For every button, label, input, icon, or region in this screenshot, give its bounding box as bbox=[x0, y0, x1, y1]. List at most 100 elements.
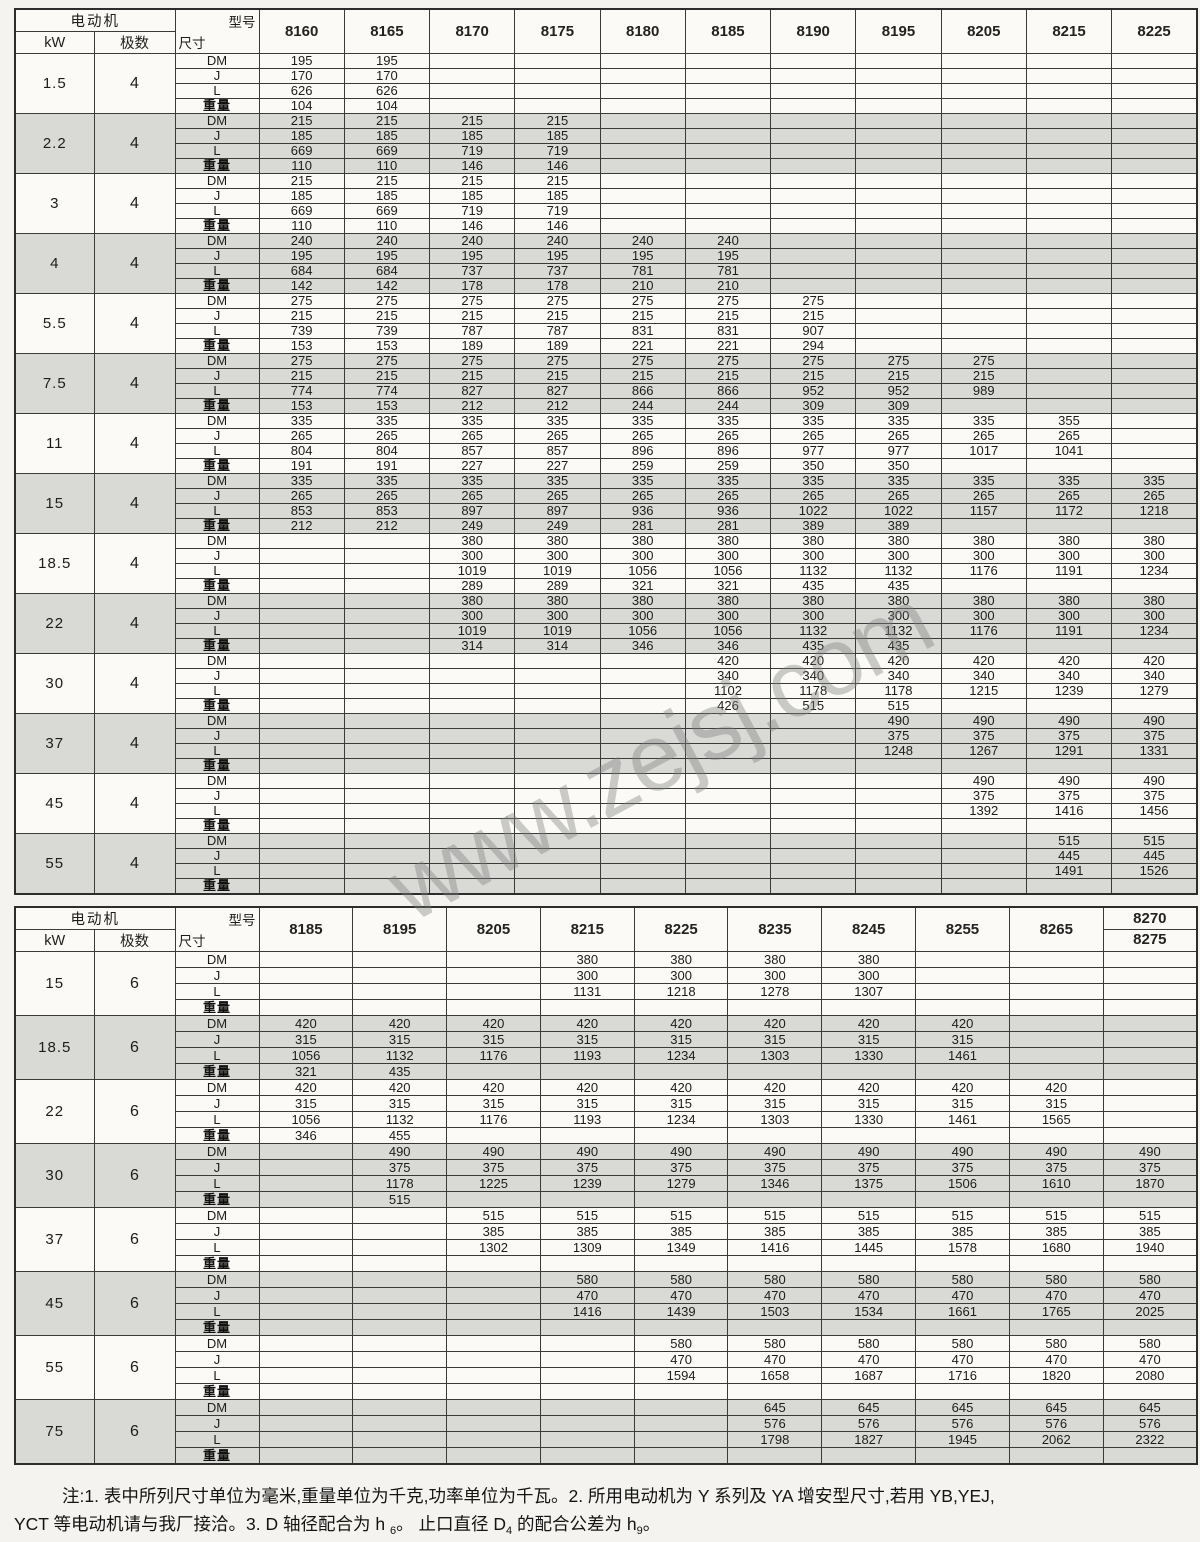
dim-row-label: J bbox=[174, 608, 260, 624]
value-cell: 300 bbox=[429, 608, 516, 624]
value-cell bbox=[770, 113, 857, 129]
value-cell: 1346 bbox=[727, 1175, 823, 1192]
value-cell: 420 bbox=[539, 1079, 635, 1096]
footnote-text: 。 bbox=[642, 1514, 661, 1534]
value-cell: 275 bbox=[258, 293, 345, 309]
value-cell: 857 bbox=[429, 443, 516, 459]
value-cell: 420 bbox=[1008, 1079, 1104, 1096]
value-cell: 470 bbox=[633, 1351, 729, 1368]
kw-cell: 22 bbox=[14, 1079, 95, 1144]
value-cell bbox=[1111, 458, 1198, 474]
dim-row-label: J bbox=[174, 967, 260, 984]
value-cell: 1870 bbox=[1102, 1175, 1198, 1192]
value-cell: 515 bbox=[727, 1207, 823, 1224]
value-cell bbox=[258, 1383, 354, 1400]
value-cell: 191 bbox=[343, 458, 431, 474]
value-cell: 314 bbox=[514, 638, 601, 654]
value-cell: 375 bbox=[352, 1159, 448, 1176]
value-cell: 719 bbox=[514, 203, 601, 219]
table-row: 55 6 DM 580 580 580 580 580 580 bbox=[14, 1335, 1198, 1400]
value-cell bbox=[599, 128, 686, 144]
value-cell: 185 bbox=[343, 188, 431, 204]
value-cell bbox=[684, 68, 772, 84]
value-cell bbox=[1025, 233, 1113, 249]
motor-dimension-table-4pole: 电动机 型号 尺寸 8160 8165 8170 8175 8180 8185 8190 8195 8… bbox=[14, 8, 1198, 895]
table-row: 11 4 DM 335 335 335 335 335 335 335 335 335 355 bbox=[14, 413, 1198, 474]
value-cell bbox=[1111, 338, 1198, 354]
value-cell: 153 bbox=[258, 398, 345, 414]
value-cell: 315 bbox=[352, 1095, 448, 1112]
value-cell: 240 bbox=[429, 233, 516, 249]
model-column-header: 8160 bbox=[258, 8, 345, 54]
poles-cell: 6 bbox=[93, 1079, 176, 1144]
value-cell bbox=[599, 113, 686, 129]
value-cell: 300 bbox=[1111, 608, 1198, 624]
value-cell: 1610 bbox=[1008, 1175, 1104, 1192]
value-cell: 335 bbox=[429, 473, 516, 489]
table-row: 重量 bbox=[15, 999, 1198, 1016]
dim-row-label: 重量 bbox=[174, 218, 260, 234]
dim-row-label: J bbox=[174, 668, 260, 684]
value-cell: 195 bbox=[429, 248, 516, 264]
value-cell bbox=[1025, 518, 1113, 534]
table-row: 重量 515 bbox=[15, 1191, 1198, 1208]
table-row: J 300 300 300 300 bbox=[15, 967, 1198, 984]
dim-row-label: L bbox=[174, 623, 260, 639]
value-cell bbox=[770, 713, 857, 729]
value-cell bbox=[855, 878, 942, 895]
value-cell: 1534 bbox=[821, 1303, 917, 1320]
value-cell bbox=[352, 1255, 448, 1272]
dim-row-label: DM bbox=[174, 1143, 260, 1160]
value-cell bbox=[1025, 698, 1113, 714]
value-cell: 380 bbox=[599, 593, 686, 609]
value-cell bbox=[1111, 98, 1198, 114]
value-cell: 2080 bbox=[1102, 1367, 1198, 1384]
value-cell bbox=[446, 1287, 541, 1304]
value-cell bbox=[940, 98, 1027, 114]
value-cell bbox=[1111, 413, 1198, 429]
value-cell bbox=[940, 293, 1027, 309]
value-cell bbox=[446, 1335, 541, 1352]
model-column-header: 8205 bbox=[940, 8, 1027, 54]
value-cell: 195 bbox=[343, 248, 431, 264]
table-row: 18.5 6 DM 420 420 420 420 420 420 420 420 bbox=[14, 1015, 1198, 1080]
value-cell: 375 bbox=[727, 1159, 823, 1176]
kw-cell: 2.2 bbox=[14, 113, 95, 174]
value-cell: 215 bbox=[514, 113, 601, 129]
dim-row-label: DM bbox=[174, 233, 260, 249]
value-cell bbox=[446, 1415, 541, 1432]
poles-cell: 4 bbox=[93, 293, 176, 354]
value-cell bbox=[1025, 638, 1113, 654]
value-cell: 1526 bbox=[1111, 863, 1198, 879]
value-cell: 340 bbox=[855, 668, 942, 684]
value-cell bbox=[446, 1383, 541, 1400]
dim-row-label: L bbox=[174, 323, 260, 339]
value-cell bbox=[1111, 368, 1198, 384]
value-cell: 831 bbox=[599, 323, 686, 339]
value-cell: 385 bbox=[727, 1223, 823, 1240]
value-cell bbox=[1008, 1383, 1104, 1400]
value-cell: 346 bbox=[599, 638, 686, 654]
value-cell bbox=[258, 653, 345, 669]
value-cell: 375 bbox=[1102, 1159, 1198, 1176]
table-row: J 195 195 195 195 195 195 bbox=[15, 248, 1198, 264]
poles-cell: 4 bbox=[93, 413, 176, 474]
value-cell bbox=[1102, 983, 1198, 1000]
value-cell bbox=[684, 128, 772, 144]
table-row: J 315 315 315 315 315 315 315 315 315 bbox=[15, 1095, 1198, 1112]
value-cell: 380 bbox=[429, 593, 516, 609]
value-cell: 309 bbox=[855, 398, 942, 414]
value-cell: 1019 bbox=[514, 563, 601, 579]
value-cell bbox=[855, 233, 942, 249]
model-column-header: 8195 bbox=[352, 906, 448, 952]
value-cell bbox=[940, 578, 1027, 594]
value-cell bbox=[770, 863, 857, 879]
value-cell bbox=[446, 1303, 541, 1320]
value-cell: 515 bbox=[915, 1207, 1010, 1224]
value-cell bbox=[915, 1255, 1010, 1272]
value-cell: 1945 bbox=[915, 1431, 1010, 1448]
value-cell bbox=[770, 218, 857, 234]
value-cell: 420 bbox=[727, 1079, 823, 1096]
value-cell: 1056 bbox=[599, 623, 686, 639]
